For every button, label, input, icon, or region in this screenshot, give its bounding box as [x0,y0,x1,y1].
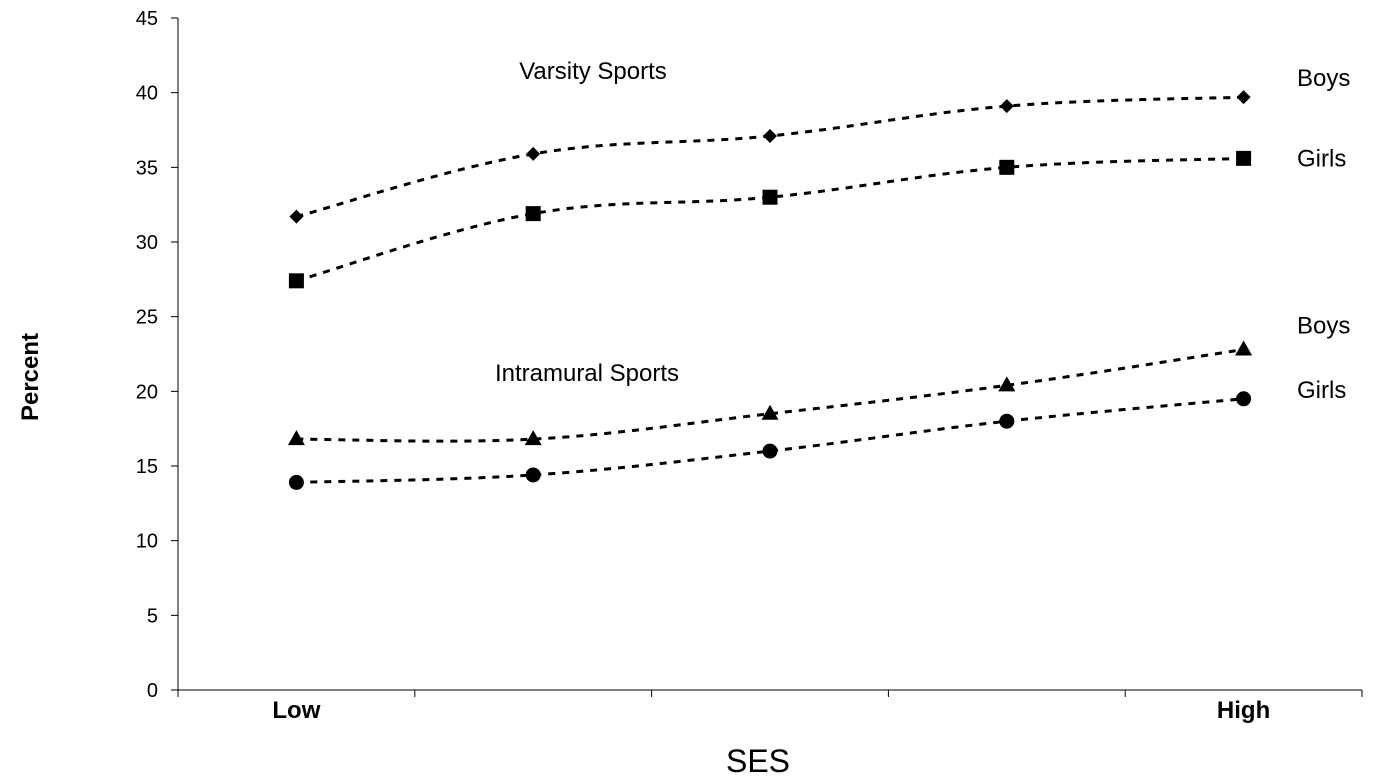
y-tick-label: 10 [136,531,158,553]
data-point-diamond [1236,90,1251,105]
data-point-square [999,159,1015,175]
series-label: Boys [1297,65,1350,92]
data-point-triangle [287,430,305,446]
x-tick-label: Low [272,697,320,724]
data-point-circle [999,413,1015,429]
y-tick-label: 40 [136,83,158,105]
data-point-triangle [524,430,542,446]
series-line [296,348,1244,443]
series-girls [288,391,1252,490]
data-point-square [288,273,304,289]
series-line [296,397,1244,484]
y-tick-label: 25 [136,307,158,329]
y-tick-label: 20 [136,381,158,403]
data-point-square [525,206,541,222]
data-point-triangle [998,376,1016,392]
data-point-diamond [289,209,304,224]
group-intramural-sports [287,340,1253,490]
series-line [295,156,1244,283]
data-point-diamond [526,146,541,161]
series-boys [289,90,1251,224]
group-varsity-sports [288,90,1252,289]
data-point-circle [525,467,541,483]
y-axis-title: Percent [17,333,44,421]
series-girls [288,150,1252,289]
data-point-triangle [761,404,779,420]
data-point-circle [762,443,778,459]
series-label: Boys [1297,313,1350,340]
data-point-diamond [999,99,1014,114]
y-tick-label: 0 [147,680,158,702]
series-label: Girls [1297,377,1346,404]
data-point-circle [288,474,304,490]
series-label: Girls [1297,145,1346,172]
axes: 0 5 10 15 20 25 30 35 40 45 Low High SES Percent [17,8,1363,777]
series-layer [287,90,1253,490]
labels-layer: Boys Girls Varsity Sports Boys Girls Intramur… [495,58,1350,404]
annotation-varsity-sports: Varsity Sports [519,58,667,85]
annotation-intramural-sports: Intramural Sports [495,360,679,387]
y-tick-label: 45 [136,8,158,30]
x-axis-title: SES [726,743,790,777]
series-boys [287,340,1253,446]
x-tick-label: High [1217,697,1270,724]
data-point-square [1236,150,1252,166]
data-point-triangle [1235,340,1253,356]
data-point-circle [1236,391,1252,407]
data-point-diamond [763,128,777,143]
y-tick-label: 5 [147,605,158,627]
y-tick-label: 30 [136,232,158,254]
y-tick-label: 15 [136,456,158,478]
data-point-square [762,189,778,205]
y-tick-label: 35 [136,157,158,179]
